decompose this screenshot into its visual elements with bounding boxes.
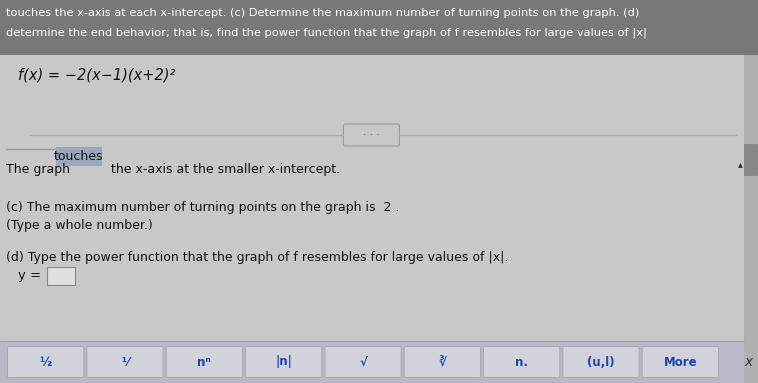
Bar xyxy=(0,0,758,55)
FancyBboxPatch shape xyxy=(246,347,322,378)
Text: (Type a whole number.): (Type a whole number.) xyxy=(6,219,153,232)
Text: (u,l): (u,l) xyxy=(587,355,615,368)
FancyBboxPatch shape xyxy=(563,347,639,378)
FancyBboxPatch shape xyxy=(343,124,399,146)
Text: ▴: ▴ xyxy=(738,159,743,169)
Text: x: x xyxy=(744,355,752,369)
Text: ⅟: ⅟ xyxy=(121,355,129,368)
FancyBboxPatch shape xyxy=(325,347,401,378)
Bar xyxy=(0,341,744,383)
FancyBboxPatch shape xyxy=(87,347,163,378)
Text: n.: n. xyxy=(515,355,528,368)
Bar xyxy=(744,55,758,383)
Text: More: More xyxy=(663,355,697,368)
FancyBboxPatch shape xyxy=(166,347,243,378)
Text: touches the x-axis at each x-intercept. (c) Determine the maximum number of turn: touches the x-axis at each x-intercept. … xyxy=(6,8,639,18)
Text: (c) The maximum number of turning points on the graph is  2 .: (c) The maximum number of turning points… xyxy=(6,201,399,214)
FancyBboxPatch shape xyxy=(47,267,75,285)
Text: ∛: ∛ xyxy=(438,355,446,368)
Text: y =: y = xyxy=(18,270,45,283)
Text: touches: touches xyxy=(54,150,103,163)
Text: The graph: The graph xyxy=(6,163,78,176)
Text: ½: ½ xyxy=(39,355,52,368)
Text: the x-axis at the smaller x-intercept.: the x-axis at the smaller x-intercept. xyxy=(102,163,340,176)
Text: (d) Type the power function that the graph of f resembles for large values of |x: (d) Type the power function that the gra… xyxy=(6,251,509,264)
Text: f(x) = −2(x−1)(x+2)²: f(x) = −2(x−1)(x+2)² xyxy=(18,67,175,82)
FancyBboxPatch shape xyxy=(55,147,102,166)
FancyBboxPatch shape xyxy=(744,144,758,176)
Text: nⁿ: nⁿ xyxy=(197,355,211,368)
Text: √: √ xyxy=(359,355,367,368)
Text: determine the end behavior; that is, find the power function that the graph of f: determine the end behavior; that is, fin… xyxy=(6,28,647,39)
FancyBboxPatch shape xyxy=(642,347,719,378)
FancyBboxPatch shape xyxy=(484,347,560,378)
Text: · · ·: · · · xyxy=(363,130,380,140)
FancyBboxPatch shape xyxy=(8,347,84,378)
FancyBboxPatch shape xyxy=(404,347,481,378)
Text: |n|: |n| xyxy=(275,355,292,368)
